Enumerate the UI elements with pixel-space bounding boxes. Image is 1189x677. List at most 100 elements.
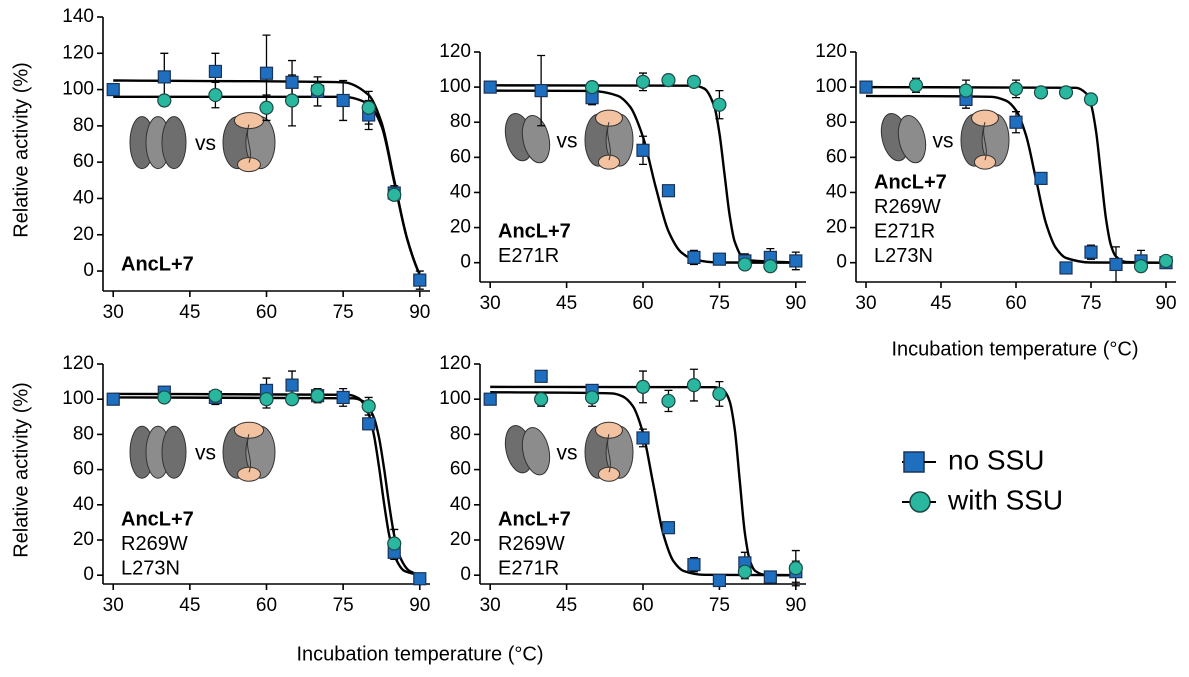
variant-label: AncL+7 [874,171,947,193]
icon-part [161,116,187,170]
y-tick-label: 140 [62,6,94,27]
x-tick-label: 60 [256,302,277,323]
x-tick-label: 90 [785,595,806,616]
fit-curve [490,390,796,577]
data-point [789,254,803,268]
variant-label: E271R [874,220,935,242]
y-tick-label: 40 [450,494,471,515]
variant-label: E271R [498,245,559,267]
y-tick-label: 80 [73,115,94,136]
x-tick-label: 45 [556,293,577,314]
x-tick-label: 45 [179,302,200,323]
variant-label: R269W [498,533,565,555]
variant-label: R269W [874,196,941,218]
x-tick-label: 75 [333,302,354,323]
panel: 0 20 40 60 80 100 120 140 30 45 60 75 90 Relative act… [10,6,430,323]
data-point [387,536,402,551]
data-point [157,70,171,84]
data-point [483,392,497,406]
data-point [1109,257,1123,272]
icon-part [521,427,551,476]
x-tick-label: 90 [409,595,430,616]
data-point [157,93,172,108]
y-axis-label: Relative activity (%) [10,62,32,238]
data-point [687,558,701,572]
icon-part [161,425,187,479]
y-tick-label: 60 [450,146,471,167]
data-point [712,97,727,112]
data-point [737,257,752,272]
fit-curve [490,385,796,577]
data-point [285,75,299,89]
data-point [1009,115,1023,129]
x-tick-label: 75 [709,293,730,314]
y-tick-label: 0 [83,564,94,585]
icon-part [521,114,551,164]
data-point [1034,171,1048,186]
icon-part [233,421,265,439]
data-point [635,74,651,89]
y-tick-label: 80 [450,423,471,444]
data-point [208,388,223,403]
fit-curve [865,85,1167,264]
y-tick-label: 40 [826,181,847,202]
y-tick-label: 120 [439,41,471,62]
x-tick-label: 30 [103,302,124,323]
data-point [361,100,376,115]
y-tick-label: 40 [450,181,471,202]
y-tick-label: 100 [439,388,471,409]
data-point [534,392,549,407]
x-tick-label: 45 [179,595,200,616]
variant-label: R269W [121,533,188,555]
data-point [636,431,650,445]
icon-text: vs [557,442,578,465]
y-tick-label: 60 [826,146,847,167]
data-point [310,82,325,97]
data-point [106,392,120,406]
data-point [1084,245,1098,259]
icon-part [595,421,623,439]
data-point [661,393,676,409]
y-tick-label: 120 [62,42,94,63]
icon-text: vs [933,130,954,153]
y-tick-label: 60 [73,151,94,172]
y-tick-label: 20 [73,529,94,550]
data-point [635,379,651,394]
y-tick-label: 80 [73,423,94,444]
fit-curve [113,95,426,285]
x-axis-label: Incubation temperature (°C) [891,338,1138,360]
data-point [534,84,548,98]
icon-part [607,121,611,161]
x-tick-label: 60 [632,595,653,616]
y-tick-label: 100 [62,388,94,409]
y-tick-label: 100 [815,76,847,97]
y-tick-label: 120 [815,41,847,62]
data-point [157,390,172,405]
data-point [763,259,778,274]
y-tick-label: 20 [450,217,471,238]
data-point [859,80,873,94]
x-tick-label: 75 [333,595,354,616]
data-point [661,184,676,198]
x-tick-label: 30 [103,595,124,616]
data-point [336,390,350,405]
data-point [208,64,223,79]
y-tick-label: 60 [73,459,94,480]
data-point [958,83,974,98]
y-tick-label: 60 [450,459,471,480]
x-tick-label: 90 [409,302,430,323]
x-tick-label: 30 [855,293,876,314]
data-point [908,78,924,93]
data-point [106,82,120,97]
data-point [763,570,777,584]
y-tick-label: 0 [83,260,94,281]
data-point [413,572,427,586]
x-tick-label: 75 [709,595,730,616]
data-point [712,573,727,588]
panel: 0 20 40 60 80 100 120 30 45 60 75 90 Incubation temp… [815,41,1176,360]
y-tick-label: 100 [62,79,94,100]
data-point [1133,259,1149,274]
data-point [584,80,600,95]
data-point [208,87,223,103]
fit-curve [490,89,796,264]
